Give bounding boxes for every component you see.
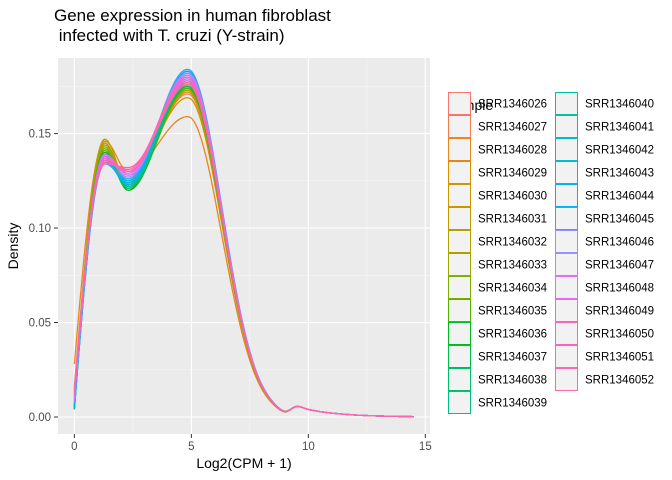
legend-key — [555, 161, 578, 184]
legend-label: SRR1346030 — [478, 191, 547, 203]
legend-label: SRR1346042 — [585, 145, 654, 157]
x-axis-title: Log2(CPM + 1) — [196, 455, 291, 471]
legend: SRR1346026 SRR1346027 SRR1346028 SRR1346029… — [448, 92, 655, 414]
legend-item-SRR1346041: SRR1346041 — [555, 115, 654, 138]
legend-key — [448, 322, 471, 345]
legend-label: SRR1346049 — [585, 306, 654, 318]
legend-label: SRR1346032 — [478, 237, 547, 249]
legend-item-SRR1346043: SRR1346043 — [555, 161, 654, 184]
chart-title-line-1: Gene expression in human fibroblast — [54, 6, 331, 25]
legend-item-SRR1346031: SRR1346031 — [448, 207, 547, 230]
legend-key — [448, 138, 471, 161]
legend-label: SRR1346036 — [478, 329, 547, 341]
legend-item-SRR1346040: SRR1346040 — [555, 92, 654, 115]
density-curves — [73, 68, 414, 418]
legend-key — [448, 368, 471, 391]
legend-key — [448, 92, 471, 115]
legend-item-SRR1346051: SRR1346051 — [555, 345, 654, 368]
legend-key — [555, 230, 578, 253]
legend-item-SRR1346047: SRR1346047 — [555, 253, 654, 276]
legend-item-SRR1346027: SRR1346027 — [448, 115, 547, 138]
legend-item-SRR1346044: SRR1346044 — [555, 184, 655, 207]
legend-key — [448, 345, 471, 368]
legend-label: SRR1346050 — [585, 329, 654, 341]
legend-key — [555, 299, 578, 322]
y-tick-label: 0.15 — [29, 129, 51, 141]
y-tick-label: 0.05 — [29, 318, 51, 330]
legend-key — [555, 115, 578, 138]
legend-item-SRR1346038: SRR1346038 — [448, 368, 547, 391]
x-tick-label: 0 — [71, 441, 77, 453]
legend-item-SRR1346048: SRR1346048 — [555, 276, 654, 299]
legend-item-SRR1346034: SRR1346034 — [448, 276, 548, 299]
legend-item-SRR1346026: SRR1346026 — [448, 92, 547, 115]
x-tick-label: 5 — [188, 441, 194, 453]
legend-item-SRR1346039: SRR1346039 — [448, 391, 547, 414]
legend-key — [555, 138, 578, 161]
legend-key — [448, 161, 471, 184]
legend-label: SRR1346038 — [478, 375, 547, 387]
legend-label: SRR1346040 — [585, 99, 654, 111]
legend-label: SRR1346037 — [478, 352, 547, 364]
legend-item-SRR1346030: SRR1346030 — [448, 184, 547, 207]
legend-label: SRR1346029 — [478, 168, 547, 180]
legend-key — [448, 299, 471, 322]
legend-key — [448, 115, 471, 138]
legend-key — [555, 184, 578, 207]
legend-label: SRR1346047 — [585, 260, 654, 272]
legend-key — [555, 345, 578, 368]
legend-label: SRR1346046 — [585, 237, 654, 249]
legend-key — [555, 276, 578, 299]
density-line-SRR1346052 — [73, 81, 414, 418]
legend-label: SRR1346027 — [478, 122, 547, 134]
legend-item-SRR1346033: SRR1346033 — [448, 253, 547, 276]
axis-ticks: 0 5 10 15 0.00 0.05 0.10 0.15 — [29, 129, 432, 453]
legend-label: SRR1346035 — [478, 306, 547, 318]
legend-item-SRR1346037: SRR1346037 — [448, 345, 547, 368]
legend-label: SRR1346052 — [585, 375, 654, 387]
legend-item-SRR1346050: SRR1346050 — [555, 322, 654, 345]
legend-key — [448, 184, 471, 207]
legend-item-SRR1346036: SRR1346036 — [448, 322, 547, 345]
legend-label: SRR1346041 — [585, 122, 654, 134]
legend-label: SRR1346044 — [585, 191, 655, 203]
legend-label: SRR1346034 — [478, 283, 548, 295]
legend-label: SRR1346026 — [478, 99, 547, 111]
legend-label: SRR1346031 — [478, 214, 547, 226]
y-tick-label: 0.10 — [29, 223, 51, 235]
plot-panel — [58, 58, 430, 434]
x-tick-label: 15 — [419, 441, 432, 453]
legend-key — [555, 368, 578, 391]
legend-key — [448, 391, 471, 414]
legend-item-SRR1346028: SRR1346028 — [448, 138, 547, 161]
legend-item-SRR1346046: SRR1346046 — [555, 230, 654, 253]
legend-key — [448, 207, 471, 230]
y-tick-label: 0.00 — [29, 412, 51, 424]
legend-label: SRR1346051 — [585, 352, 654, 364]
legend-item-SRR1346029: SRR1346029 — [448, 161, 547, 184]
y-axis-title: Density — [5, 223, 21, 270]
legend-label: SRR1346045 — [585, 214, 654, 226]
legend-label: SRR1346028 — [478, 145, 547, 157]
legend-item-SRR1346035: SRR1346035 — [448, 299, 547, 322]
legend-label: SRR1346043 — [585, 168, 654, 180]
x-tick-label: 10 — [302, 441, 315, 453]
legend-item-SRR1346052: SRR1346052 — [555, 368, 654, 391]
legend-item-SRR1346032: SRR1346032 — [448, 230, 547, 253]
legend-key — [448, 276, 471, 299]
legend-item-SRR1346045: SRR1346045 — [555, 207, 654, 230]
legend-key — [448, 230, 471, 253]
legend-key — [555, 322, 578, 345]
legend-key — [555, 92, 578, 115]
legend-label: SRR1346039 — [478, 398, 547, 410]
legend-label: SRR1346048 — [585, 283, 654, 295]
legend-label: SRR1346033 — [478, 260, 547, 272]
legend-item-SRR1346049: SRR1346049 — [555, 299, 654, 322]
legend-item-SRR1346042: SRR1346042 — [555, 138, 654, 161]
legend-key — [555, 253, 578, 276]
legend-key — [448, 253, 471, 276]
legend-key — [555, 207, 578, 230]
chart-title-line-2: infected with T. cruzi (Y-strain) — [54, 26, 285, 45]
